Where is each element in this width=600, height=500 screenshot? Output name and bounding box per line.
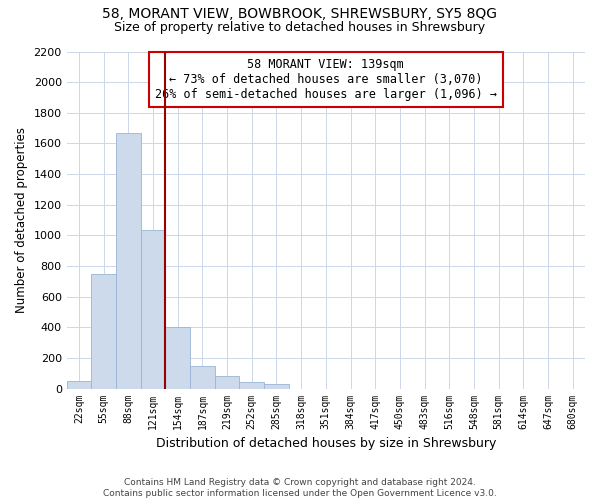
Text: Contains HM Land Registry data © Crown copyright and database right 2024.
Contai: Contains HM Land Registry data © Crown c… [103, 478, 497, 498]
X-axis label: Distribution of detached houses by size in Shrewsbury: Distribution of detached houses by size … [155, 437, 496, 450]
Bar [166, 326, 190, 388]
Text: 58, MORANT VIEW, BOWBROOK, SHREWSBURY, SY5 8QG: 58, MORANT VIEW, BOWBROOK, SHREWSBURY, S… [103, 8, 497, 22]
Bar [215, 376, 239, 388]
Bar [190, 366, 215, 388]
Bar [91, 274, 116, 388]
Bar [141, 230, 166, 388]
Bar [67, 381, 91, 388]
Y-axis label: Number of detached properties: Number of detached properties [15, 127, 28, 313]
Bar [239, 382, 264, 388]
Text: 58 MORANT VIEW: 139sqm
← 73% of detached houses are smaller (3,070)
26% of semi-: 58 MORANT VIEW: 139sqm ← 73% of detached… [155, 58, 497, 101]
Bar [264, 384, 289, 388]
Text: Size of property relative to detached houses in Shrewsbury: Size of property relative to detached ho… [115, 21, 485, 34]
Bar [116, 132, 141, 388]
